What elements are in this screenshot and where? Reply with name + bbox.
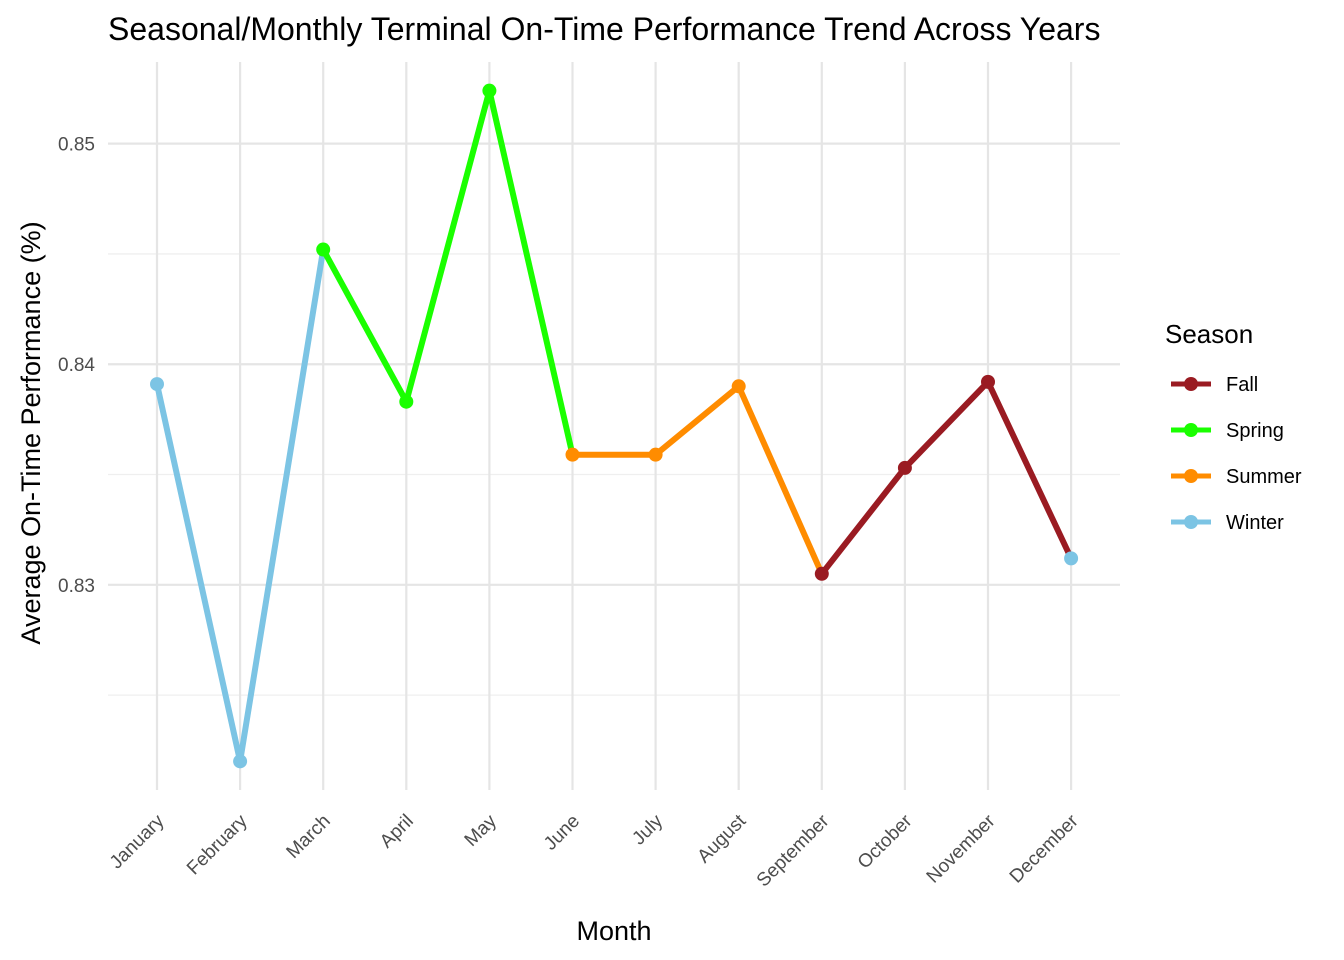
x-tick-label-october: October — [854, 810, 917, 873]
y-tick-label: 0.84 — [58, 355, 95, 376]
legend-key-point-spring — [1184, 423, 1198, 437]
data-point-may — [482, 83, 497, 98]
data-point-november — [981, 374, 995, 389]
legend: Season Fall Spring Summer Winter — [1165, 319, 1302, 534]
legend-key-point-summer — [1184, 469, 1198, 483]
data-point-september — [814, 566, 829, 581]
x-tick-label-february: February — [183, 810, 252, 879]
x-tick-label-march: March — [283, 811, 335, 863]
series-line-spring — [320, 87, 576, 456]
x-tick-label-august: August — [694, 810, 751, 867]
y-axis-ticks: 0.83 0.84 0.85 — [58, 135, 95, 597]
x-tick-label-september: September — [753, 810, 834, 891]
data-point-february — [233, 754, 248, 769]
series-lines — [154, 87, 1074, 765]
x-axis-ticks: January February March April May June July Augu… — [106, 810, 1083, 891]
x-tick-label-november: November — [923, 810, 1000, 887]
series-line-fall — [819, 378, 1074, 576]
data-point-october — [897, 460, 912, 475]
data-point-april — [399, 394, 414, 409]
x-axis-title: Month — [576, 916, 651, 946]
data-point-august — [731, 379, 746, 394]
y-axis-title: Average On-Time Performance (%) — [16, 221, 46, 644]
data-point-march — [316, 242, 331, 257]
chart-title: Seasonal/Monthly Terminal On-Time Perfor… — [108, 11, 1100, 47]
legend-title: Season — [1165, 319, 1253, 349]
data-point-june — [565, 447, 580, 462]
grid — [108, 62, 1120, 790]
data-points — [150, 83, 1079, 769]
x-tick-label-july: July — [628, 810, 667, 849]
x-tick-label-december: December — [1006, 810, 1083, 887]
legend-label-winter: Winter — [1226, 512, 1284, 534]
legend-label-fall: Fall — [1226, 374, 1258, 396]
data-point-january — [150, 377, 164, 392]
legend-key-point-winter — [1184, 515, 1198, 529]
y-tick-label: 0.83 — [58, 576, 95, 597]
series-line-summer — [572, 383, 825, 576]
data-point-december — [1064, 551, 1079, 566]
legend-key-point-fall — [1184, 377, 1198, 391]
legend-label-summer: Summer — [1226, 466, 1302, 488]
x-tick-label-april: April — [376, 811, 418, 853]
y-tick-label: 0.85 — [58, 135, 95, 156]
x-tick-label-may: May — [461, 810, 502, 851]
x-tick-label-january: January — [106, 810, 169, 873]
legend-label-spring: Spring — [1226, 420, 1284, 442]
data-point-july — [648, 447, 663, 462]
x-tick-label-june: June — [540, 811, 584, 855]
